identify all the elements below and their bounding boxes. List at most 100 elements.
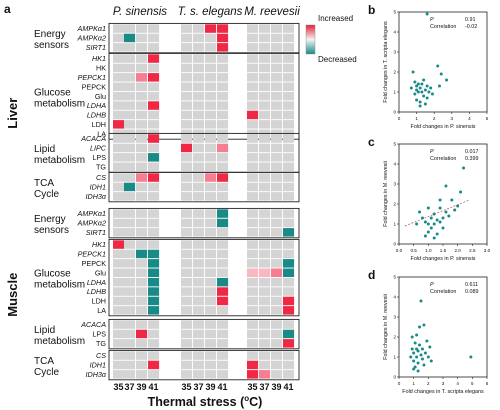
y-tick-label: 0 (393, 375, 396, 380)
heatmap-cell-no-change (124, 162, 136, 171)
heatmap-cell-no-change (136, 277, 148, 287)
gene-label: Glu (95, 268, 106, 277)
heatmap-cell-no-change (136, 82, 148, 91)
heatmap-cell-no-change (148, 182, 160, 192)
heatmap-cell-increased (259, 268, 271, 277)
gene-label: ACACA (80, 134, 106, 143)
heatmap-cell-no-change (148, 339, 160, 348)
legend-decreased-label: Decreased (318, 55, 357, 64)
heatmap-cell-no-change (247, 54, 259, 63)
heatmap-cell-no-change (136, 182, 148, 192)
y-tick-label: 0 (393, 110, 396, 115)
scatter-point (432, 212, 436, 216)
heatmap-cell-no-change (271, 54, 283, 63)
heatmap-cell-no-change (124, 240, 136, 249)
heatmap-cell-no-change (271, 162, 283, 171)
scatter-point (415, 88, 419, 92)
y-tick-label: 1 (393, 355, 396, 360)
x-tick-label: 5 (486, 116, 489, 121)
scatter-point (432, 236, 436, 240)
heatmap-cell-no-change (193, 339, 205, 348)
legend-increased-label: Increased (318, 14, 353, 23)
scatter-point (444, 184, 448, 188)
scatter-point (418, 100, 422, 104)
heatmap-cell-no-change (271, 82, 283, 91)
x-tick-label: 2.5 (469, 248, 476, 253)
heatmap-cell-no-change (259, 134, 271, 143)
heatmap-cell-no-change (283, 24, 295, 33)
heatmap-cell-no-change (283, 287, 295, 296)
heatmap-cell-no-change (148, 351, 160, 360)
heatmap-cell-no-change (217, 370, 229, 379)
gene-label: IDH1 (90, 183, 106, 192)
group-label: Glucose (34, 269, 71, 280)
heatmap-cell-no-change (113, 91, 125, 101)
heatmap-cell-no-change (136, 320, 148, 329)
heatmap-cell-increased (259, 370, 271, 379)
heatmap-cell-no-change (271, 173, 283, 182)
scatter-xlabel: Fold changes in P. sinensis (411, 124, 476, 130)
heatmap-cell-no-change (283, 33, 295, 43)
heatmap-cell-no-change (247, 228, 259, 237)
heatmap-cell-no-change (113, 218, 125, 228)
heatmap-cell-no-change (124, 91, 136, 101)
heatmap-cell-increased (217, 24, 229, 33)
heatmap-cell-no-change (283, 351, 295, 360)
heatmap-cell-no-change (205, 249, 217, 259)
heatmap-cell-no-change (193, 173, 205, 182)
heatmap-cell-no-change (247, 120, 259, 129)
heatmap-cell-no-change (271, 296, 283, 306)
heatmap-cell-no-change (205, 33, 217, 43)
heatmap-cell-no-change (283, 182, 295, 192)
heatmap-cell-no-change (217, 320, 229, 329)
heatmap-cell-increased (148, 360, 160, 370)
x-tick-label: 4 (468, 116, 471, 121)
heatmap-cell-no-change (247, 43, 259, 52)
heatmap-cell-no-change (113, 351, 125, 360)
tissue-label-muscle: Muscle (5, 273, 20, 317)
heatmap-cell-no-change (136, 370, 148, 379)
heatmap-cell-no-change (283, 240, 295, 249)
heatmap-cell-increased (136, 329, 148, 339)
stat-corr-label: Correlation (430, 156, 456, 162)
heatmap-cell-no-change (247, 173, 259, 182)
stat-p-value: 0.91 (465, 17, 476, 23)
temp-label-35: 35 (247, 382, 257, 392)
heatmap-cell-no-change (247, 218, 259, 228)
y-tick-label: 0 (393, 242, 396, 247)
group-label: Glucose (34, 87, 71, 98)
scatter-point (422, 94, 426, 98)
heatmap-cell-no-change (113, 73, 125, 82)
stat-p-value: 0.017 (465, 149, 479, 155)
gene-label: PEPCK1 (78, 73, 106, 82)
heatmap-cell-no-change (247, 249, 259, 259)
scatter-point (415, 355, 419, 359)
heatmap-cell-decreased (148, 287, 160, 296)
heatmap-cell-no-change (181, 370, 193, 379)
heatmap-cell-no-change (124, 101, 136, 110)
heatmap-cell-no-change (148, 110, 160, 120)
scatter-point (426, 206, 430, 210)
heatmap-cell-no-change (193, 351, 205, 360)
heatmap-cell-no-change (205, 329, 217, 339)
heatmap-cell-no-change (205, 91, 217, 101)
heatmap-cell-no-change (283, 43, 295, 52)
heatmap-cell-no-change (247, 63, 259, 73)
gene-label: IDH3α (86, 192, 107, 201)
heatmap-cell-no-change (271, 306, 283, 315)
species-header-3: M. reevesii (244, 6, 300, 18)
heatmap-cell-no-change (181, 351, 193, 360)
heatmap-cell-no-change (124, 228, 136, 237)
heatmap-cell-no-change (205, 218, 217, 228)
heatmap-cell-no-change (283, 370, 295, 379)
heatmap-cell-no-change (271, 153, 283, 162)
heatmap-cell-no-change (193, 287, 205, 296)
heatmap-cell-no-change (271, 259, 283, 268)
heatmap-cell-no-change (283, 101, 295, 110)
x-tick-label: 3 (442, 381, 445, 386)
heatmap-cell-increased (247, 370, 259, 379)
heatmap-cell-no-change (283, 209, 295, 218)
heatmap-cell-no-change (181, 43, 193, 52)
scatter-point (430, 92, 434, 96)
heatmap-cell-no-change (148, 228, 160, 237)
